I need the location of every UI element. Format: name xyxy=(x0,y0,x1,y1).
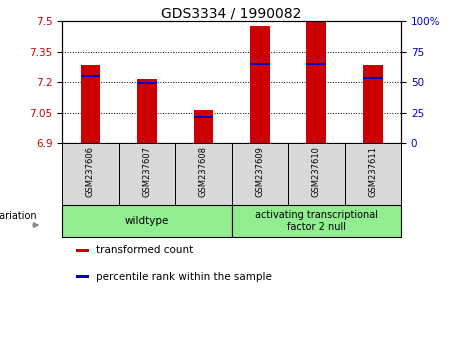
Bar xyxy=(81,65,100,143)
Text: wildtype: wildtype xyxy=(125,216,169,226)
Bar xyxy=(137,79,157,143)
Bar xyxy=(288,143,344,205)
Text: GSM237611: GSM237611 xyxy=(368,147,378,197)
Bar xyxy=(250,63,270,65)
Text: GSM237608: GSM237608 xyxy=(199,147,208,198)
Bar xyxy=(194,110,213,143)
Bar xyxy=(344,143,401,205)
Bar xyxy=(118,143,175,205)
Bar xyxy=(81,75,100,77)
Bar xyxy=(307,21,326,143)
Text: activating transcriptional
factor 2 null: activating transcriptional factor 2 null xyxy=(255,210,378,232)
Bar xyxy=(76,275,89,278)
Bar xyxy=(62,205,231,237)
Bar xyxy=(62,143,118,205)
Text: GSM237610: GSM237610 xyxy=(312,147,321,197)
Text: GSM237606: GSM237606 xyxy=(86,147,95,198)
Bar xyxy=(307,63,326,65)
Title: GDS3334 / 1990082: GDS3334 / 1990082 xyxy=(161,6,302,20)
Text: GSM237609: GSM237609 xyxy=(255,147,265,197)
Bar xyxy=(76,249,89,252)
Text: percentile rank within the sample: percentile rank within the sample xyxy=(96,272,272,282)
Bar xyxy=(250,26,270,143)
Bar xyxy=(231,143,288,205)
Bar xyxy=(137,82,157,84)
Text: transformed count: transformed count xyxy=(96,245,193,256)
Bar xyxy=(194,116,213,118)
Bar xyxy=(363,65,383,143)
Bar xyxy=(175,143,231,205)
Text: GSM237607: GSM237607 xyxy=(142,147,152,198)
Text: genotype/variation: genotype/variation xyxy=(0,211,37,222)
Bar xyxy=(231,205,401,237)
Bar xyxy=(363,77,383,79)
